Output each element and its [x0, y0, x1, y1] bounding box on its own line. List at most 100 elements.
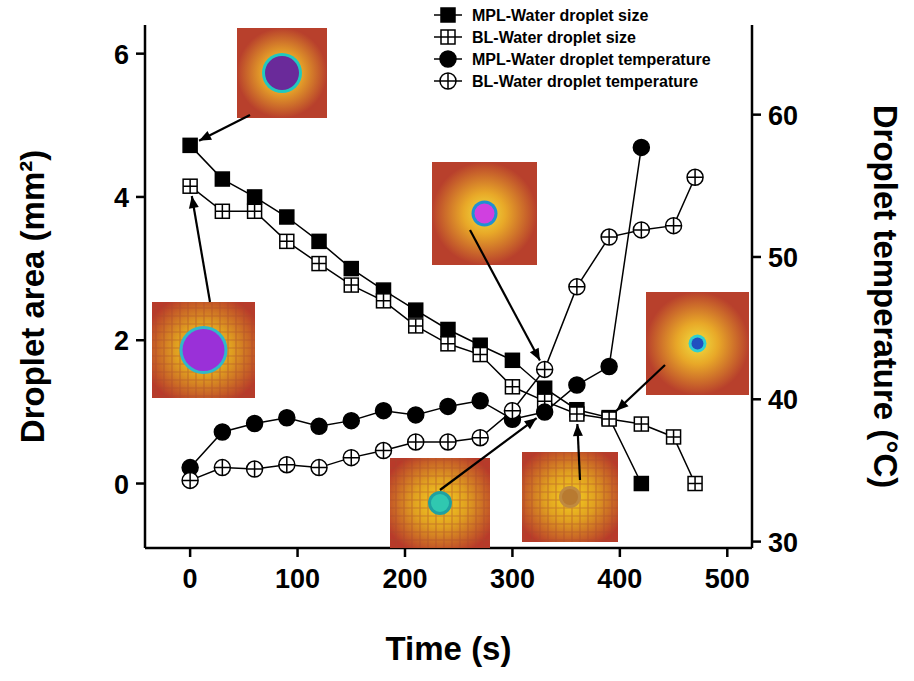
- data-point: [215, 204, 229, 218]
- data-point: [343, 450, 359, 466]
- data-point: [214, 460, 230, 476]
- data-point: [311, 418, 327, 434]
- data-point: [570, 407, 584, 421]
- data-point: [279, 457, 295, 473]
- data-point: [633, 139, 649, 155]
- thermal-image: [432, 162, 537, 265]
- data-point: [215, 172, 229, 186]
- data-point: [505, 353, 519, 367]
- chart: 0100200300400500024630405060Time (s)Drop…: [0, 0, 914, 681]
- data-point: [472, 393, 488, 409]
- x-tick-label: 0: [183, 564, 198, 594]
- data-point: [377, 294, 391, 308]
- y2-tick-label: 60: [768, 101, 798, 131]
- data-point: [505, 380, 519, 394]
- y-tick-label: 4: [114, 183, 129, 213]
- arrow-head: [189, 196, 199, 209]
- data-point: [473, 348, 487, 362]
- arrow-head: [616, 399, 628, 411]
- data-point: [344, 278, 358, 292]
- data-point: [634, 417, 648, 431]
- legend-label: MPL-Water droplet size: [472, 7, 648, 24]
- data-point: [312, 257, 326, 271]
- data-point: [344, 262, 358, 276]
- y2-tick: [752, 540, 761, 543]
- legend-marker: [441, 8, 455, 22]
- data-point: [408, 407, 424, 423]
- thermal-image: [522, 452, 618, 542]
- data-point: [687, 169, 703, 185]
- inset-background: [152, 302, 255, 398]
- data-point: [440, 434, 456, 450]
- data-point: [409, 319, 423, 333]
- x-tick: [619, 548, 622, 557]
- inset-background: [390, 458, 490, 548]
- droplet-ring: [472, 201, 498, 227]
- droplet: [183, 329, 225, 371]
- inset-background: [522, 452, 618, 542]
- data-point: [376, 403, 392, 419]
- data-point: [601, 359, 617, 375]
- arrow-head: [573, 424, 583, 436]
- y-tick: [136, 482, 145, 485]
- data-point: [248, 190, 262, 204]
- legend-marker: [441, 30, 455, 44]
- data-point: [441, 322, 455, 336]
- data-point: [441, 337, 455, 351]
- data-point: [247, 415, 263, 431]
- thermal-insets: [152, 28, 749, 548]
- arrow-head: [199, 131, 212, 141]
- series-line: [190, 147, 641, 467]
- droplet-ring: [428, 491, 452, 515]
- data-point: [472, 430, 488, 446]
- data-point: [601, 229, 617, 245]
- arrow: [192, 196, 210, 302]
- x-axis-title: Time (s): [386, 630, 512, 667]
- y-tick: [136, 52, 145, 55]
- legend-label: MPL-Water droplet temperature: [472, 51, 711, 68]
- data-point: [183, 138, 197, 152]
- legend-marker: [440, 51, 456, 67]
- data-point: [602, 412, 616, 426]
- data-point: [537, 404, 553, 420]
- y2-axis-title: Droplet temperature (°C): [867, 105, 904, 489]
- droplet: [265, 56, 299, 90]
- data-point: [247, 461, 263, 477]
- droplet: [475, 204, 495, 224]
- data-point: [633, 222, 649, 238]
- data-point: [667, 430, 681, 444]
- y-axis: [144, 25, 147, 548]
- legend: MPL-Water droplet size BL-Water droplet s…: [434, 7, 711, 90]
- y2-tick: [752, 256, 761, 259]
- droplet-ring: [180, 326, 228, 374]
- arrow: [616, 365, 665, 411]
- y-tick: [136, 339, 145, 342]
- x-tick: [404, 548, 407, 557]
- droplet-ring: [262, 53, 302, 93]
- thermal-image: [152, 302, 255, 398]
- data-point: [376, 443, 392, 459]
- x-tick: [189, 548, 192, 557]
- data-point: [666, 218, 682, 234]
- legend-label: BL-Water droplet temperature: [472, 73, 698, 90]
- y2-tick: [752, 113, 761, 116]
- x-tick-label: 200: [382, 564, 427, 594]
- legend-label: BL-Water droplet size: [472, 29, 636, 46]
- data-point: [182, 472, 198, 488]
- y-tick-label: 0: [114, 470, 129, 500]
- data-point: [569, 279, 585, 295]
- y2-tick-label: 50: [768, 243, 798, 273]
- data-point: [408, 434, 424, 450]
- y-axis-title: Droplet area (mm²): [14, 150, 51, 443]
- droplet-ring: [559, 486, 581, 508]
- x-tick: [511, 548, 514, 557]
- data-point: [343, 413, 359, 429]
- data-point: [569, 377, 585, 393]
- arrow-head: [524, 418, 537, 429]
- data-point: [409, 303, 423, 317]
- data-point: [312, 234, 326, 248]
- x-tick-label: 500: [705, 564, 750, 594]
- y2-tick-label: 30: [768, 528, 798, 558]
- arrow: [440, 418, 537, 490]
- series-line: [190, 145, 641, 483]
